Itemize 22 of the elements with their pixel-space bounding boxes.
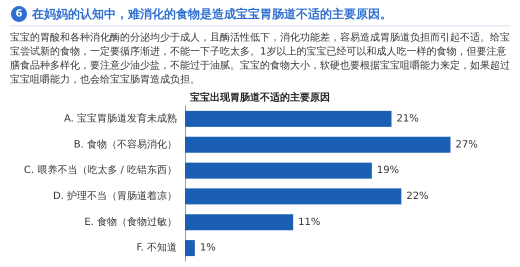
bar (185, 136, 450, 153)
text: 在妈妈的认知中，难消化的食物是造成宝宝胃肠道不适的主要原因。 (31, 7, 392, 21)
bar (185, 240, 195, 256)
bar (185, 162, 372, 179)
y-tick-label: A. 宝宝胃肠道发育未成熟 (64, 112, 177, 124)
y-tick-label: C. 喂养不当（吃太多 / 吃错东西） (24, 164, 177, 176)
data-label: 21% (396, 113, 419, 124)
text: 宝宝的胃酸和各种消化酶的分泌均少于成人，且酶活性低下，消化功能差，容易造成胃肠道负担而引起不适。给宝宝尝试新的食物，一定要循序渐进，不能一下子吃太多。1岁以上的宝宝已经可以和成人吃一样的食物，但要注意膳食品种多样化，要注意少油少盐，不能过于油腻。宝宝的食物大小，软硬也要根据宝宝咀嚼能力来定，如果超过宝宝咀嚼能力，也会给宝宝肠胃造成负担。 (10, 32, 510, 86)
data-label: 11% (298, 216, 320, 228)
bar (185, 214, 294, 230)
y-tick-label: F. 不知道 (136, 242, 177, 254)
bar (185, 110, 392, 127)
data-label: 27% (456, 139, 478, 150)
data-label: 1% (200, 242, 216, 254)
y-tick-label: D. 护理不当（胃肠道着凉） (52, 190, 177, 202)
data-label: 19% (376, 165, 400, 176)
y-tick-label: B. 食物（不容易消化） (74, 138, 177, 150)
text: 6 (16, 8, 23, 20)
bar (185, 188, 402, 204)
y-tick-label: E. 食物（食物过敏） (84, 216, 177, 228)
chart-title: 宝宝出现胃肠道不适的主要原因 (190, 92, 330, 104)
data-label: 22% (406, 190, 429, 202)
